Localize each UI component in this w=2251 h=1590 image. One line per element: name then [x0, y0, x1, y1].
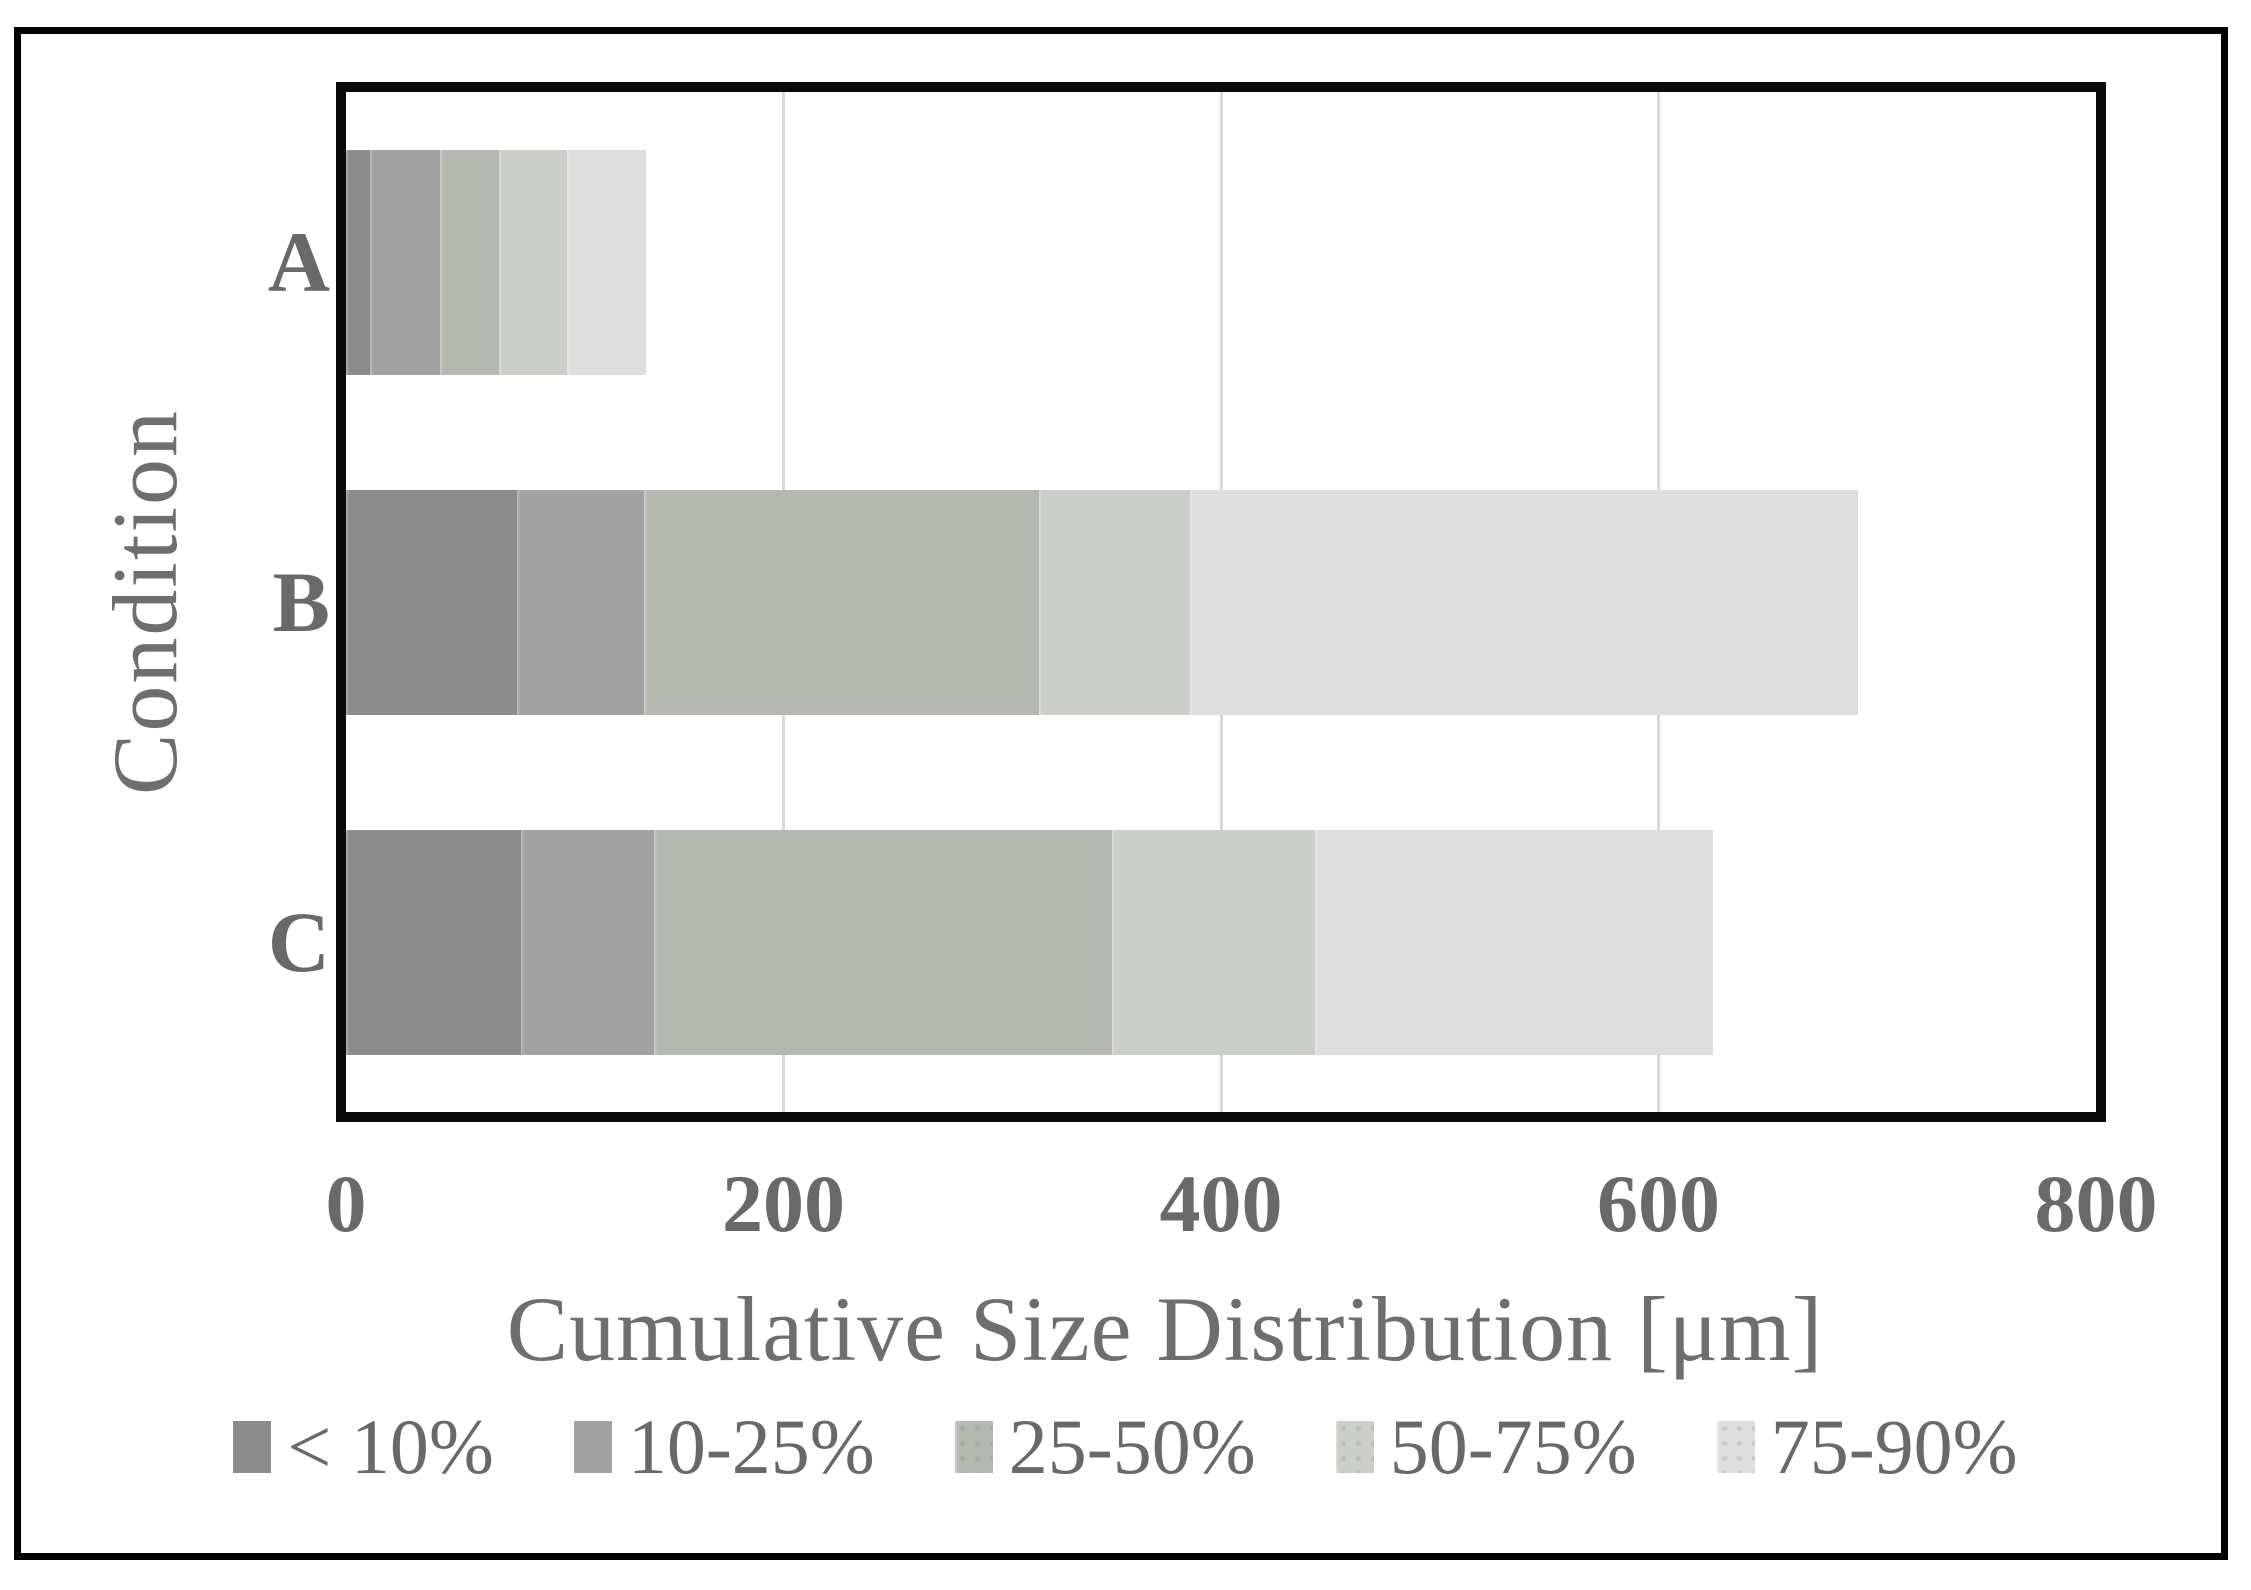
x-tick-label-800: 800 [2034, 1158, 2158, 1249]
legend-swatch-icon [573, 1421, 612, 1473]
legend: < 10% 10-25% 25-50% 50-75% 75-90% [20, 1408, 2231, 1486]
bar-A-segment-50-75% [499, 149, 567, 375]
bar-A-segment-10-25% [370, 149, 441, 375]
legend-swatch-icon [954, 1421, 993, 1473]
bar-B-segment-25-50% [643, 489, 1040, 715]
bar-C-segment-25-50% [654, 829, 1112, 1055]
legend-item: 50-75% [1335, 1403, 1637, 1490]
bar-B-segment-75-90% [1190, 489, 1858, 715]
legend-swatch-icon [233, 1421, 272, 1473]
legend-label: 10-25% [627, 1403, 875, 1490]
bar-C-segment-75-90% [1315, 829, 1714, 1055]
bar-A-segment-25-50% [440, 149, 500, 375]
bar-A-segment-< 10% [346, 149, 371, 375]
bar-B-segment-< 10% [346, 489, 517, 715]
legend-swatch-icon [1335, 1421, 1374, 1473]
x-tick-label-400: 400 [1159, 1158, 1283, 1249]
x-tick-label-600: 600 [1597, 1158, 1720, 1249]
legend-label: 75-90% [1770, 1403, 2018, 1490]
plot-area [336, 82, 2106, 1122]
legend-label: < 10% [287, 1403, 494, 1490]
legend-item: 10-25% [573, 1403, 875, 1490]
y-tick-label-A: A [267, 214, 330, 310]
bar-A [346, 149, 646, 375]
bar-C-segment-< 10% [346, 829, 521, 1055]
legend-swatch-icon [1716, 1421, 1755, 1473]
legend-label: 25-50% [1008, 1403, 1256, 1490]
x-tick-label-0: 0 [325, 1158, 367, 1249]
legend-item: 25-50% [954, 1403, 1256, 1490]
legend-label: 50-75% [1389, 1403, 1637, 1490]
x-tick-label-200: 200 [722, 1158, 845, 1249]
bar-A-segment-75-90% [566, 149, 646, 375]
y-tick-label-B: B [272, 554, 330, 650]
bar-B [346, 489, 1858, 715]
bar-B-segment-50-75% [1039, 489, 1191, 715]
bar-C [346, 829, 1714, 1055]
bar-C-segment-50-75% [1111, 829, 1316, 1055]
x-axis-title: Cumulative Size Distribution [μm] [506, 1278, 1824, 1380]
legend-item: 75-90% [1716, 1403, 2018, 1490]
legend-item: < 10% [233, 1403, 494, 1490]
bar-C-segment-10-25% [521, 829, 655, 1055]
y-tick-label-C: C [267, 894, 330, 990]
bar-B-segment-10-25% [516, 489, 644, 715]
